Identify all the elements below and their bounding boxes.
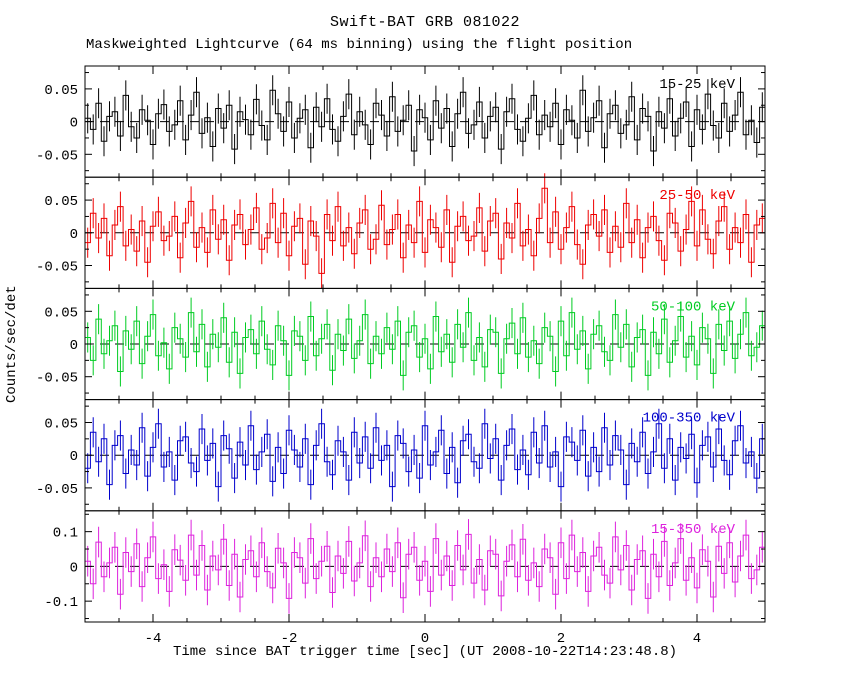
y-tick-label: -0.1	[44, 595, 78, 611]
x-tick-label: -4	[145, 631, 162, 647]
energy-band-label: 15-350 keV	[651, 522, 736, 538]
y-tick-label: 0.05	[44, 416, 78, 432]
energy-band-label: 50-100 keV	[651, 299, 736, 315]
y-tick-label: -0.05	[36, 482, 78, 498]
error-bars	[87, 297, 763, 391]
y-tick-label: 0.05	[44, 83, 78, 99]
y-tick-label: 0	[70, 449, 78, 465]
panel-50-100-keV: 0.05 0 -0.05 50-100 keV	[36, 287, 766, 401]
panel-15-350-keV: 0.1 0 -0.1 15-350 keV	[44, 510, 766, 623]
y-tick-label: 0	[70, 227, 78, 243]
error-bars	[87, 75, 763, 167]
panel-100-350-keV: 0.05 0 -0.05 100-350 keV	[36, 399, 766, 512]
x-tick-label: 4	[693, 631, 701, 647]
energy-band-label: 100-350 keV	[643, 411, 736, 427]
chart-subtitle: Maskweighted Lightcurve (64 ms binning) …	[86, 37, 633, 53]
error-bars	[87, 173, 763, 289]
x-tick-label: -2	[281, 631, 298, 647]
y-tick-label: 0.05	[44, 305, 78, 321]
y-tick-label: -0.05	[36, 148, 78, 164]
error-bars	[87, 519, 763, 614]
panel-15-25-keV: 0.05 0 -0.05 15-25 keV	[36, 65, 766, 178]
error-bars	[87, 408, 763, 502]
y-tick-label: 0	[70, 116, 78, 132]
y-tick-label: 0.1	[53, 526, 78, 542]
x-tick-label: 0	[421, 631, 429, 647]
y-tick-label: 0.05	[44, 194, 78, 210]
y-tick-label: 0	[70, 338, 78, 354]
chart-title: Swift-BAT GRB 081022	[329, 14, 521, 31]
panel-25-50-keV: 0.05 0 -0.05 25-50 keV	[36, 173, 766, 289]
energy-band-label: 15-25 keV	[659, 77, 735, 93]
y-tick-label: -0.05	[36, 371, 78, 387]
y-tick-label: -0.05	[36, 260, 78, 276]
y-tick-label: 0	[70, 560, 78, 576]
x-tick-label: 2	[557, 631, 565, 647]
energy-band-label: 25-50 keV	[659, 188, 735, 204]
x-axis-label: Time since BAT trigger time [sec] (UT 20…	[172, 644, 678, 660]
